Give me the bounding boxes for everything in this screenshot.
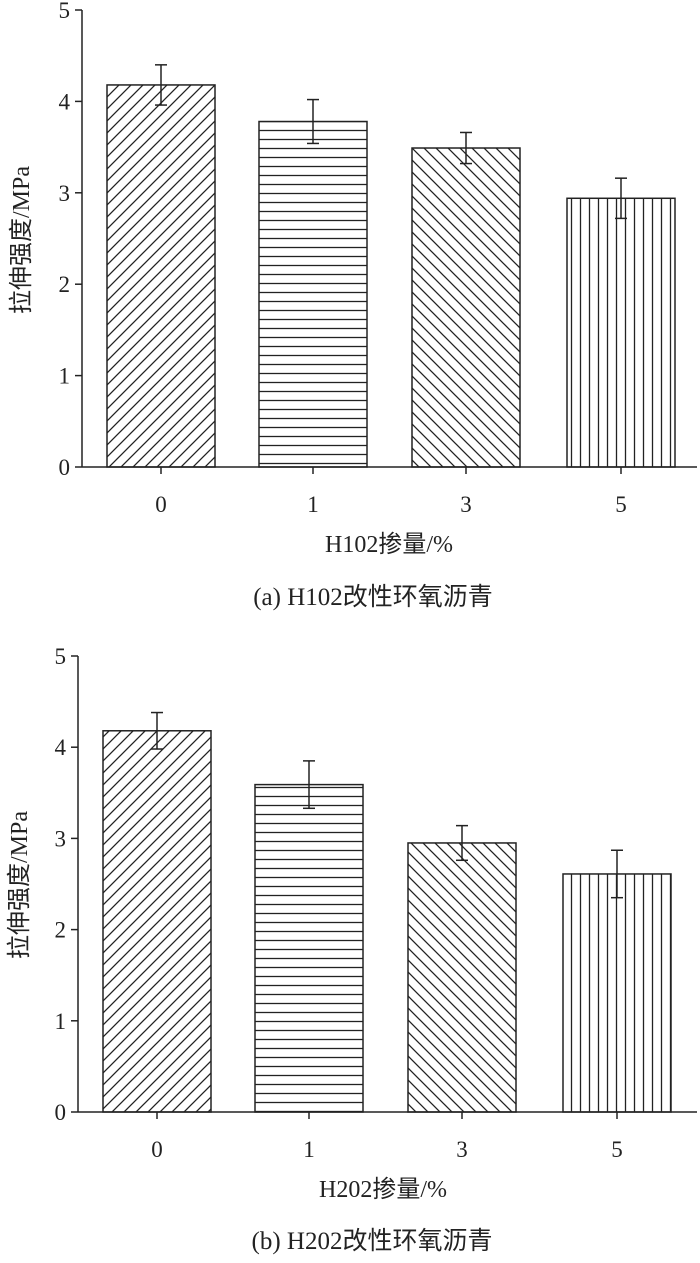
bar [562, 873, 672, 1113]
bars-a [106, 64, 676, 468]
y-ticks-a: 0 1 2 3 4 5 [59, 0, 82, 480]
error-bar [456, 824, 468, 862]
x-axis-label-b: H202掺量/% [319, 1176, 447, 1203]
bar [411, 147, 521, 468]
x-tick-label: 3 [456, 1137, 468, 1162]
x-tick-label: 1 [303, 1137, 315, 1162]
y-tick-label: 1 [55, 1009, 67, 1034]
bar [106, 84, 216, 468]
x-ticks-a: 0 1 3 5 [155, 467, 627, 517]
y-ticks-b: 0 1 2 3 4 5 [55, 644, 78, 1125]
y-axis-label-b: 拉伸强度/MPa [6, 811, 33, 959]
y-tick-label: 2 [59, 272, 71, 297]
bar [254, 783, 364, 1113]
panel-b: 0 1 2 3 4 5 0 1 3 5 拉伸强度/MPa H202掺量/% (b) H202改性… [6, 644, 697, 1255]
error-bar [303, 760, 315, 810]
y-tick-label: 5 [59, 0, 71, 23]
y-tick-label: 3 [55, 826, 67, 851]
y-tick-label: 0 [59, 455, 71, 480]
y-tick-label: 5 [55, 644, 67, 669]
error-bar [611, 849, 623, 899]
y-tick-label: 0 [55, 1100, 67, 1125]
y-tick-label: 3 [59, 181, 71, 206]
y-tick-label: 1 [59, 364, 71, 389]
y-axis-label-a: 拉伸强度/MPa [8, 166, 35, 314]
x-tick-label: 5 [615, 492, 627, 517]
error-bar [307, 98, 319, 145]
error-bar [151, 711, 163, 750]
x-tick-label: 1 [307, 492, 319, 517]
panel-a: 0 1 2 3 4 5 0 1 3 5 拉伸强度/MPa H102掺量/% (a) H102改性… [8, 0, 697, 611]
error-bar [155, 64, 167, 106]
y-tick-label: 4 [55, 735, 67, 760]
x-ticks-b: 0 1 3 5 [151, 1112, 623, 1162]
bar [258, 120, 368, 468]
bar [102, 730, 212, 1113]
x-tick-label: 5 [611, 1137, 623, 1162]
caption-b: (b) H202改性环氧沥青 [252, 1227, 493, 1255]
x-tick-label: 0 [155, 492, 167, 517]
y-tick-label: 2 [55, 918, 67, 943]
error-bar [460, 131, 472, 165]
error-bar [615, 177, 627, 220]
x-tick-label: 0 [151, 1137, 163, 1162]
caption-a: (a) H102改性环氧沥青 [253, 583, 493, 611]
x-tick-label: 3 [460, 492, 472, 517]
bar [407, 842, 517, 1113]
x-axis-label-a: H102掺量/% [325, 531, 453, 558]
bar [566, 197, 676, 468]
y-tick-label: 4 [59, 89, 71, 114]
bars-b [102, 711, 672, 1113]
